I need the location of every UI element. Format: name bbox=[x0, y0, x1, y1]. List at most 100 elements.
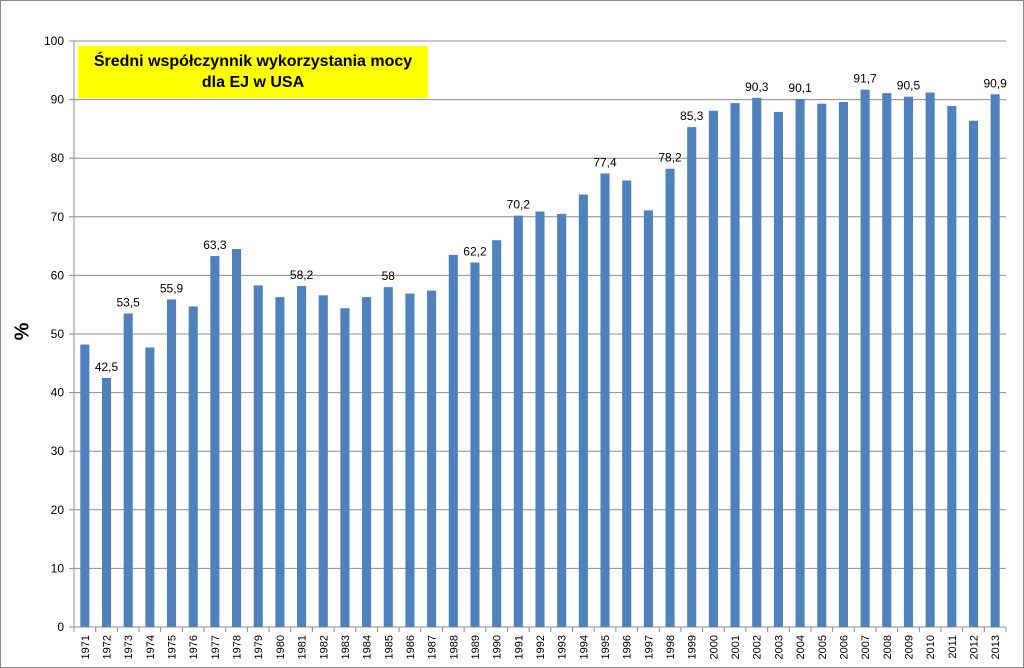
bar-2005 bbox=[817, 103, 827, 627]
bar-1991 bbox=[513, 215, 523, 628]
x-tick-label: 2011 bbox=[947, 635, 959, 659]
y-tick-label: 90 bbox=[51, 93, 65, 107]
bar-1999 bbox=[687, 127, 697, 627]
x-tick-label: 1976 bbox=[188, 635, 200, 659]
data-label-2002: 90,3 bbox=[745, 80, 769, 94]
x-tick-label: 1984 bbox=[362, 635, 374, 659]
chart-title-line-2: dla EJ w USA bbox=[201, 74, 305, 91]
x-tick-label: 1981 bbox=[297, 635, 309, 659]
chart-title-line-1: Średni współczynnik wykorzystania mocy bbox=[93, 53, 413, 70]
bar-2011 bbox=[947, 106, 957, 627]
y-tick-label: 80 bbox=[51, 151, 65, 165]
x-tick-label: 1991 bbox=[513, 635, 525, 659]
x-tick-label: 1974 bbox=[145, 635, 157, 659]
bar-1974 bbox=[145, 347, 155, 627]
bar-1982 bbox=[318, 295, 328, 627]
x-tick-label: 2013 bbox=[990, 635, 1002, 659]
y-tick-label: 10 bbox=[51, 561, 65, 575]
bar-2003 bbox=[773, 111, 783, 627]
bar-2008 bbox=[882, 93, 892, 628]
bar-2006 bbox=[838, 101, 848, 628]
bar-1985 bbox=[383, 287, 393, 627]
y-tick-label: 70 bbox=[51, 210, 65, 224]
x-tick-label: 2012 bbox=[968, 635, 980, 659]
bar-2000 bbox=[708, 110, 718, 627]
x-tick-label: 1975 bbox=[167, 635, 179, 659]
x-tick-label: 2002 bbox=[752, 635, 764, 659]
bar-1992 bbox=[535, 211, 545, 627]
data-label-2004: 90,1 bbox=[788, 81, 812, 95]
x-tick-label: 2010 bbox=[925, 635, 937, 659]
x-tick-label: 1972 bbox=[102, 635, 114, 659]
x-tick-label: 2004 bbox=[795, 635, 807, 659]
y-tick-label: 0 bbox=[57, 620, 64, 634]
x-tick-label: 1980 bbox=[275, 635, 287, 659]
bar-1979 bbox=[253, 285, 263, 627]
x-tick-label: 1986 bbox=[405, 635, 417, 659]
x-tick-label: 1987 bbox=[427, 635, 439, 659]
data-label-1977: 63,3 bbox=[203, 238, 227, 252]
x-tick-label: 1990 bbox=[492, 635, 504, 659]
x-tick-label: 1993 bbox=[557, 635, 569, 659]
x-tick-label: 1983 bbox=[340, 635, 352, 659]
bar-1980 bbox=[275, 297, 285, 627]
data-label-2013: 90,9 bbox=[983, 76, 1007, 90]
x-tick-label: 1982 bbox=[318, 635, 330, 659]
x-tick-label: 2005 bbox=[817, 635, 829, 659]
bar-2013 bbox=[990, 94, 1000, 628]
x-tick-label: 1973 bbox=[123, 635, 135, 659]
bar-1996 bbox=[622, 180, 632, 627]
x-tick-label: 1999 bbox=[687, 635, 699, 659]
chart-title: Średni współczynnik wykorzystania mocy d… bbox=[78, 46, 428, 98]
bar-2009 bbox=[903, 96, 914, 628]
bar-1983 bbox=[340, 308, 350, 627]
bar-1994 bbox=[578, 194, 588, 628]
bar-2010 bbox=[925, 92, 935, 628]
y-tick-label: 100 bbox=[44, 34, 64, 48]
bar-1993 bbox=[557, 213, 567, 627]
data-label-1998: 78,2 bbox=[658, 151, 682, 165]
bar-1986 bbox=[405, 293, 415, 627]
data-label-2009: 90,5 bbox=[897, 79, 921, 93]
bar-2007 bbox=[860, 89, 870, 627]
bar-1995 bbox=[600, 173, 610, 627]
bar-2002 bbox=[752, 97, 762, 628]
x-tick-label: 2003 bbox=[773, 635, 785, 659]
x-tick-label: 2007 bbox=[860, 635, 872, 659]
x-tick-label: 1998 bbox=[665, 635, 677, 659]
bar-1976 bbox=[188, 306, 198, 627]
y-tick-label: 30 bbox=[51, 444, 65, 458]
x-tick-label: 2000 bbox=[708, 635, 720, 659]
bar-1984 bbox=[362, 297, 372, 627]
data-label-1972: 42,5 bbox=[95, 360, 119, 374]
bar-1973 bbox=[123, 313, 133, 627]
x-tick-label: 1985 bbox=[383, 635, 395, 659]
data-label-1975: 55,9 bbox=[160, 281, 184, 295]
bar-1971 bbox=[80, 344, 90, 627]
x-tick-label: 1994 bbox=[578, 635, 590, 659]
x-tick-label: 1995 bbox=[600, 635, 612, 659]
bar-1977 bbox=[210, 256, 220, 627]
x-tick-label: 2001 bbox=[730, 635, 742, 659]
data-label-1989: 62,2 bbox=[463, 245, 487, 259]
bar-1987 bbox=[427, 290, 437, 627]
y-tick-label: 20 bbox=[51, 503, 65, 517]
bar-2004 bbox=[795, 99, 805, 628]
y-tick-label: 50 bbox=[51, 327, 65, 341]
x-tick-label: 1978 bbox=[232, 635, 244, 659]
data-label-1999: 85,3 bbox=[680, 109, 704, 123]
data-label-2007: 91,7 bbox=[853, 72, 877, 86]
bar-1998 bbox=[665, 168, 675, 628]
x-tick-label: 2006 bbox=[838, 635, 850, 659]
bar-2012 bbox=[968, 120, 979, 628]
y-axis-label: % bbox=[11, 322, 34, 341]
bar-1997 bbox=[643, 210, 653, 627]
data-label-1985: 58 bbox=[382, 269, 396, 283]
bar-1978 bbox=[232, 249, 242, 627]
x-tick-label: 1977 bbox=[210, 635, 222, 659]
bar-1981 bbox=[297, 285, 307, 627]
bar-1989 bbox=[470, 262, 480, 627]
data-label-1981: 58,2 bbox=[290, 268, 314, 282]
x-tick-label: 1997 bbox=[643, 635, 655, 659]
